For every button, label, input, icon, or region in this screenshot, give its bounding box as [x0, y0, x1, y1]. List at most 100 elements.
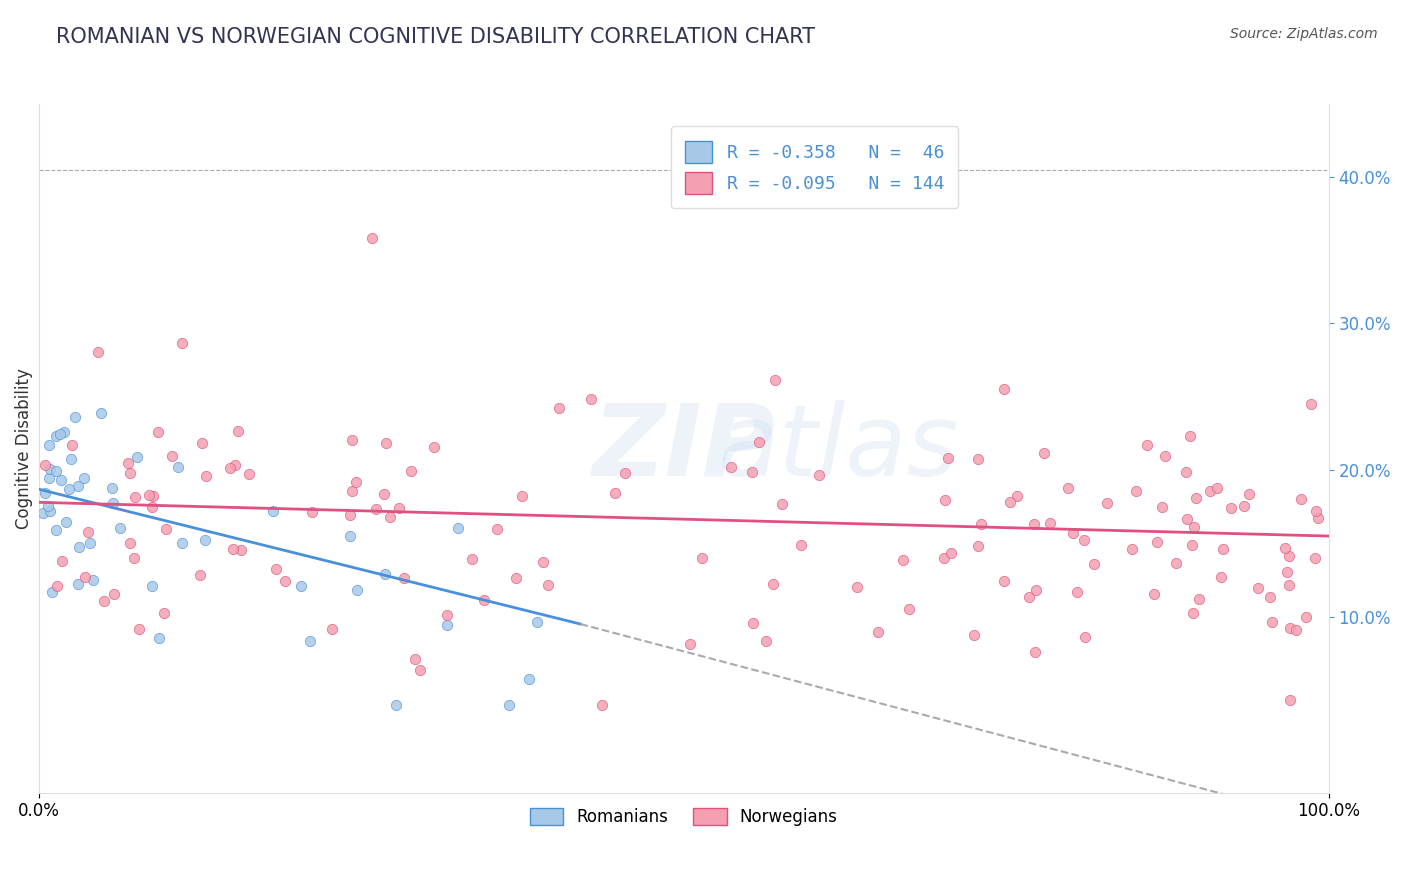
Point	[531, 555, 554, 569]
Point	[373, 487, 395, 501]
Point	[1187, 591, 1209, 606]
Point	[58, 482, 80, 496]
Point	[505, 571, 527, 585]
Point	[741, 616, 763, 631]
Point	[1175, 511, 1198, 525]
Point	[264, 561, 287, 575]
Point	[392, 571, 415, 585]
Point	[374, 436, 396, 450]
Point	[1022, 516, 1045, 531]
Point	[77, 524, 100, 539]
Point	[605, 485, 627, 500]
Point	[1121, 541, 1143, 556]
Point	[720, 460, 742, 475]
Point	[1146, 534, 1168, 549]
Point	[404, 651, 426, 665]
Point	[1074, 631, 1097, 645]
Point	[1066, 585, 1088, 599]
Point	[39, 504, 62, 518]
Point	[1185, 491, 1208, 505]
Point	[1018, 590, 1040, 604]
Point	[321, 623, 343, 637]
Point	[167, 460, 190, 475]
Point	[763, 374, 786, 388]
Point	[423, 440, 446, 454]
Point	[472, 592, 495, 607]
Point	[1305, 504, 1327, 518]
Point	[537, 578, 560, 592]
Point	[301, 505, 323, 519]
Point	[141, 579, 163, 593]
Point	[93, 593, 115, 607]
Point	[262, 504, 284, 518]
Point	[690, 550, 713, 565]
Point	[1150, 500, 1173, 514]
Point	[547, 401, 569, 415]
Point	[222, 542, 245, 557]
Point	[45, 523, 67, 537]
Point	[142, 489, 165, 503]
Point	[510, 489, 533, 503]
Point	[993, 574, 1015, 589]
Point	[1097, 496, 1119, 510]
Point	[66, 478, 89, 492]
Point	[339, 529, 361, 543]
Point	[339, 508, 361, 522]
Point	[100, 481, 122, 495]
Point	[1062, 526, 1084, 541]
Point	[195, 468, 218, 483]
Point	[32, 506, 55, 520]
Point	[936, 450, 959, 465]
Point	[1206, 481, 1229, 495]
Point	[1260, 590, 1282, 604]
Point	[380, 510, 402, 524]
Point	[87, 345, 110, 359]
Point	[1143, 587, 1166, 601]
Point	[1278, 692, 1301, 706]
Point	[66, 577, 89, 591]
Point	[103, 586, 125, 600]
Point	[1278, 578, 1301, 592]
Point	[170, 536, 193, 550]
Point	[79, 536, 101, 550]
Point	[1279, 622, 1302, 636]
Point	[591, 698, 613, 712]
Text: ZIP: ZIP	[592, 400, 775, 497]
Point	[188, 568, 211, 582]
Point	[127, 450, 149, 465]
Point	[361, 230, 384, 244]
Point	[120, 536, 142, 550]
Point	[1198, 483, 1220, 498]
Point	[891, 552, 914, 566]
Point	[231, 543, 253, 558]
Point	[226, 425, 249, 439]
Point	[614, 467, 637, 481]
Point	[388, 501, 411, 516]
Point	[63, 409, 86, 424]
Point	[49, 427, 72, 442]
Point	[73, 471, 96, 485]
Point	[970, 516, 993, 531]
Point	[118, 466, 141, 480]
Point	[967, 539, 990, 553]
Point	[409, 664, 432, 678]
Point	[932, 551, 955, 566]
Point	[146, 425, 169, 439]
Point	[51, 554, 73, 568]
Point	[82, 573, 104, 587]
Point	[110, 521, 132, 535]
Point	[141, 500, 163, 514]
Point	[679, 637, 702, 651]
Point	[461, 551, 484, 566]
Point	[1275, 566, 1298, 580]
Point	[1232, 499, 1254, 513]
Point	[60, 438, 83, 452]
Point	[485, 522, 508, 536]
Point	[1033, 446, 1056, 460]
Point	[34, 486, 56, 500]
Point	[299, 634, 322, 648]
Point	[1261, 615, 1284, 629]
Point	[436, 608, 458, 623]
Point	[219, 461, 242, 475]
Point	[1212, 541, 1234, 556]
